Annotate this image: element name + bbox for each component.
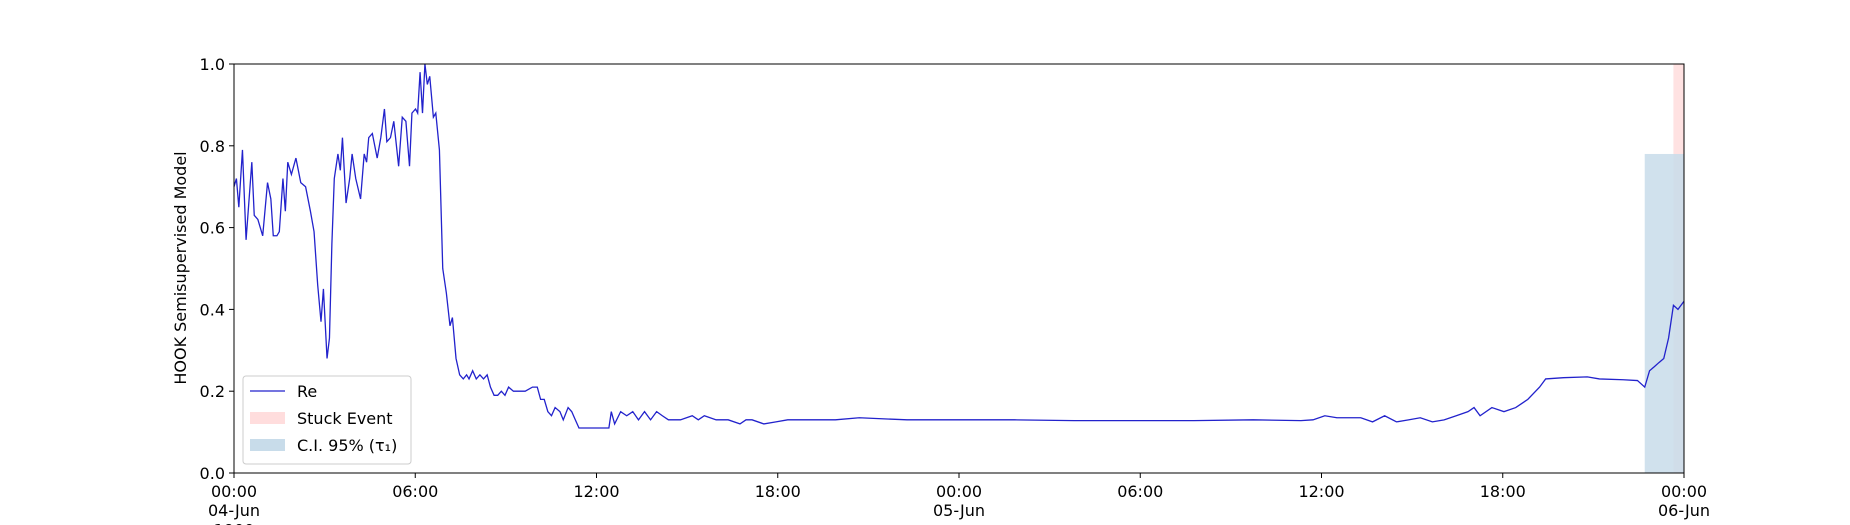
y-tick-label: 0.0 bbox=[200, 464, 225, 483]
y-tick-label: 0.2 bbox=[200, 382, 225, 401]
x-tick-label: 18:00 bbox=[755, 482, 801, 501]
x-tick-label: 00:00 06-Jun bbox=[1658, 482, 1710, 520]
legend-label: Re bbox=[297, 382, 317, 401]
legend-label: C.I. 95% (τ₁) bbox=[297, 436, 397, 455]
x-tick-label: 18:00 bbox=[1480, 482, 1526, 501]
x-tick-label: 06:00 bbox=[1117, 482, 1163, 501]
y-axis-label: HOOK Semisupervised Model bbox=[171, 151, 190, 384]
y-tick-label: 0.6 bbox=[200, 219, 225, 238]
y-tick-label: 0.8 bbox=[200, 137, 225, 156]
y-tick-label: 0.4 bbox=[200, 300, 225, 319]
shaded-span bbox=[1644, 153, 1684, 474]
x-tick-label: 12:00 bbox=[573, 482, 619, 501]
x-tick-label: 00:00 05-Jun bbox=[933, 482, 985, 520]
legend: Re Stuck Event C.I. 95% (τ₁) bbox=[242, 375, 412, 465]
line-series bbox=[233, 63, 1685, 429]
legend-swatch bbox=[250, 412, 285, 424]
x-tick-label: 06:00 bbox=[392, 482, 438, 501]
legend-label: Stuck Event bbox=[297, 409, 393, 428]
legend-swatch bbox=[250, 439, 285, 451]
y-tick-label: 1.0 bbox=[200, 55, 225, 74]
x-tick-label: 12:00 bbox=[1298, 482, 1344, 501]
